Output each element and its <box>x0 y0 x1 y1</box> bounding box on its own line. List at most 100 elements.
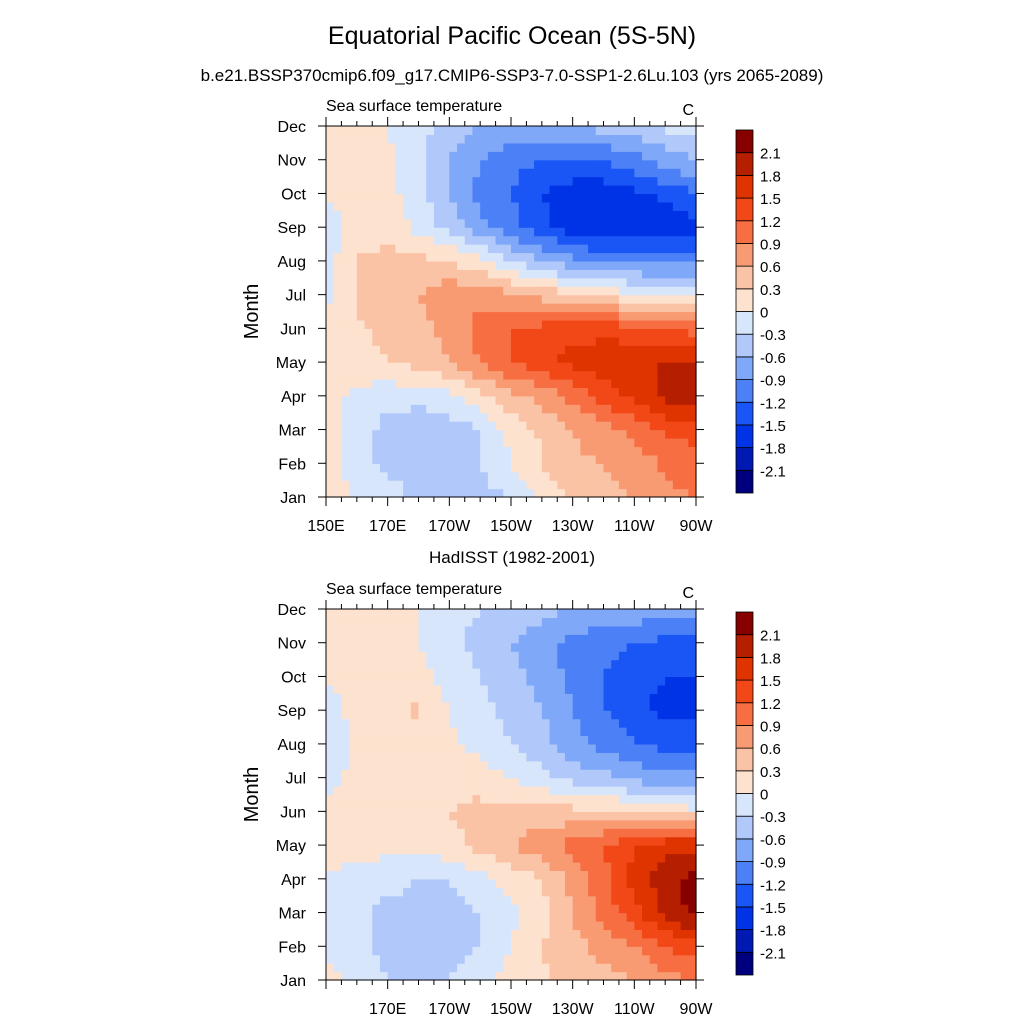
contour-cell <box>557 412 566 422</box>
contour-cell <box>503 794 512 804</box>
contour-cell <box>472 387 481 397</box>
contour-cell <box>518 676 528 686</box>
contour-cell <box>534 328 543 338</box>
contour-cell <box>557 929 566 939</box>
contour-cell <box>626 642 635 652</box>
contour-cell <box>457 625 466 635</box>
contour-cell <box>487 387 497 397</box>
y-tick-label: Aug <box>278 737 306 754</box>
contour-cell <box>580 378 589 388</box>
contour-cell <box>326 878 335 888</box>
contour-cell <box>418 387 427 397</box>
contour-cell <box>526 244 535 254</box>
contour-cell <box>464 269 474 279</box>
contour-cell <box>564 887 574 897</box>
x-tick-label: 170W <box>428 1001 471 1018</box>
contour-cell <box>356 727 366 737</box>
contour-cell <box>372 634 381 644</box>
contour-cell <box>618 353 628 363</box>
contour-cell <box>395 437 404 448</box>
contour-cell <box>595 946 605 956</box>
contour-cell <box>356 912 366 922</box>
contour-cell <box>603 488 612 498</box>
contour-cell <box>572 895 581 905</box>
contour-cell <box>403 710 412 720</box>
contour-cell <box>480 370 489 380</box>
contour-cell <box>657 303 666 313</box>
contour-cell <box>433 609 443 619</box>
contour-cell <box>564 777 574 787</box>
contour-cell <box>464 227 474 237</box>
contour-cell <box>642 878 651 888</box>
contour-cell <box>341 693 350 703</box>
contour-cell <box>433 634 443 644</box>
contour-cell <box>403 210 412 220</box>
contour-cell <box>395 878 404 888</box>
contour-cell <box>410 920 420 931</box>
contour-cell <box>464 752 474 762</box>
contour-cell <box>588 710 597 720</box>
contour-cell <box>572 642 581 652</box>
contour-cell <box>611 760 620 770</box>
contour-cell <box>341 743 350 753</box>
contour-cell <box>649 904 659 914</box>
contour-cell <box>472 404 481 414</box>
contour-cell <box>333 937 343 947</box>
contour-cell <box>518 727 528 737</box>
contour-cell <box>387 617 396 627</box>
contour-cell <box>688 421 697 431</box>
contour-cell <box>449 971 458 981</box>
contour-cell <box>487 651 497 661</box>
contour-cell <box>580 395 589 405</box>
contour-cell <box>564 176 574 186</box>
contour-cell <box>526 668 535 678</box>
contour-cell <box>688 311 697 321</box>
contour-cell <box>441 480 450 490</box>
contour-cell <box>464 378 474 388</box>
contour-cell <box>503 693 512 703</box>
contour-cell <box>503 319 512 329</box>
contour-cell <box>349 609 358 619</box>
contour-cell <box>657 735 666 745</box>
contour-cell <box>672 625 682 635</box>
contour-cell <box>418 142 427 152</box>
contour-cell <box>580 353 589 363</box>
contour-cell <box>410 634 420 644</box>
contour-cell <box>580 870 589 880</box>
contour-cell <box>680 760 689 770</box>
contour-cell <box>580 404 589 414</box>
contour-cell <box>372 328 381 338</box>
contour-cell <box>480 395 489 405</box>
contour-cell <box>680 634 689 644</box>
contour-cell <box>341 819 350 829</box>
contour-cell <box>595 777 605 787</box>
contour-cell <box>472 870 481 880</box>
contour-cell <box>580 185 589 195</box>
contour-cell <box>472 887 481 897</box>
contour-cell <box>403 345 412 355</box>
contour-cell <box>611 777 620 787</box>
contour-cell <box>603 260 612 270</box>
contour-cell <box>495 676 504 686</box>
contour-cell <box>349 286 358 296</box>
contour-cell <box>379 244 389 254</box>
contour-cell <box>672 269 682 279</box>
contour-cell <box>349 727 358 737</box>
contour-cell <box>588 617 597 627</box>
contour-cell <box>511 142 520 152</box>
contour-cell <box>564 480 574 490</box>
contour-cell <box>333 185 343 195</box>
contour-cell <box>356 836 366 846</box>
contour-cell <box>449 362 458 372</box>
contour-cell <box>534 701 543 711</box>
contour-cell <box>379 134 389 144</box>
contour-cell <box>634 861 643 871</box>
contour-cell <box>487 887 497 897</box>
contour-cell <box>387 786 396 796</box>
contour-cell <box>618 252 628 262</box>
contour-cell <box>449 185 458 195</box>
contour-cell <box>372 836 381 846</box>
contour-cell <box>403 378 412 388</box>
contour-cell <box>457 185 466 195</box>
contour-cell <box>526 404 535 414</box>
